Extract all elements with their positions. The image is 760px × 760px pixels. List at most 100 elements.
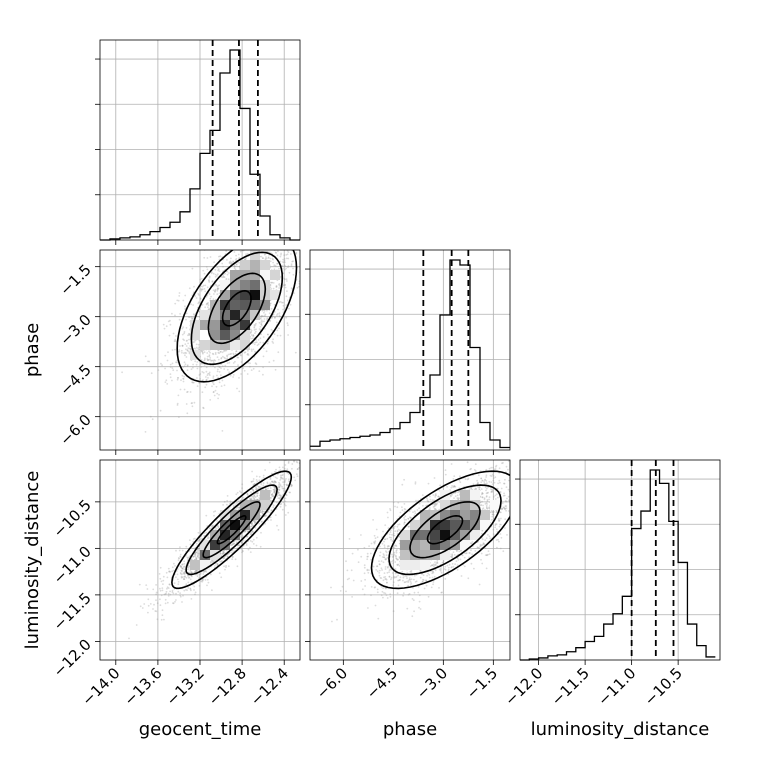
- scatter-point: [268, 312, 271, 315]
- scatter-point: [188, 333, 191, 335]
- scatter-point: [256, 491, 259, 494]
- scatter-point: [274, 243, 276, 245]
- scatter-point: [205, 366, 208, 369]
- scatter-point: [212, 377, 215, 379]
- scatter-point: [188, 576, 191, 579]
- scatter-point: [260, 244, 262, 246]
- scatter-point: [273, 470, 276, 473]
- scatter-point: [253, 247, 255, 249]
- scatter-point: [208, 527, 211, 530]
- scatter-point: [247, 548, 250, 551]
- scatter-point: [284, 514, 287, 516]
- scatter-point: [193, 571, 196, 573]
- scatter-point: [287, 265, 290, 267]
- scatter-point: [275, 285, 278, 288]
- scatter-point: [276, 314, 278, 316]
- scatter-point: [254, 526, 257, 529]
- scatter-point: [201, 579, 204, 582]
- scatter-point: [180, 576, 183, 579]
- scatter-point: [216, 562, 219, 565]
- scatter-point: [284, 504, 287, 507]
- scatter-point: [287, 334, 289, 336]
- scatter-point: [283, 487, 286, 490]
- scatter-point: [254, 324, 257, 326]
- scatter-point: [240, 361, 243, 363]
- scatter-point: [259, 545, 262, 548]
- scatter-point: [201, 285, 204, 288]
- scatter-point: [270, 509, 273, 512]
- scatter-point: [266, 309, 268, 312]
- scatter-point: [296, 468, 299, 471]
- scatter-point: [240, 535, 243, 537]
- scatter-point: [211, 560, 214, 562]
- scatter-point: [287, 473, 290, 475]
- scatter-point: [208, 276, 211, 279]
- scatter-point: [241, 549, 244, 552]
- scatter-point: [207, 304, 210, 306]
- scatter-point: [174, 565, 176, 567]
- scatter-point: [287, 251, 290, 254]
- scatter-point: [291, 463, 294, 465]
- scatter-point: [279, 494, 282, 497]
- scatter-point: [222, 551, 225, 554]
- scatter-point: [266, 482, 269, 485]
- scatter-point: [254, 225, 256, 227]
- scatter-point: [183, 361, 186, 364]
- scatter-point: [188, 347, 191, 350]
- scatter-point: [179, 565, 182, 567]
- scatter-point: [267, 256, 270, 259]
- scatter-point: [253, 326, 256, 329]
- scatter-point: [194, 593, 196, 596]
- scatter-point: [164, 602, 167, 605]
- scatter-point: [203, 364, 206, 366]
- scatter-point: [224, 349, 227, 352]
- scatter-point: [238, 257, 241, 259]
- scatter-point: [260, 225, 262, 227]
- scatter-point: [290, 287, 293, 290]
- scatter-point: [188, 334, 191, 336]
- scatter-point: [173, 562, 175, 565]
- density-cell: [220, 280, 230, 290]
- scatter-point: [159, 587, 161, 590]
- scatter-point: [292, 245, 294, 247]
- scatter-point: [225, 549, 228, 552]
- scatter-point: [195, 551, 198, 554]
- scatter-point: [191, 381, 194, 384]
- scatter-point: [222, 550, 224, 553]
- scatter-point: [159, 409, 162, 412]
- scatter-point: [172, 369, 175, 372]
- scatter-point: [246, 373, 249, 375]
- scatter-point: [198, 576, 201, 579]
- scatter-point: [264, 515, 266, 518]
- scatter-point: [190, 402, 193, 405]
- scatter-point: [227, 278, 230, 281]
- scatter-point: [283, 483, 286, 486]
- scatter-point: [240, 491, 243, 494]
- scatter-point: [203, 359, 206, 362]
- y-tick-label: −11.0: [50, 542, 95, 587]
- scatter-point: [288, 271, 291, 274]
- scatter-point: [285, 453, 287, 455]
- scatter-point: [250, 350, 253, 352]
- scatter-point: [269, 284, 272, 286]
- scatter-point: [292, 267, 294, 270]
- scatter-point: [251, 540, 254, 543]
- scatter-point: [279, 503, 282, 506]
- scatter-point: [265, 488, 267, 491]
- scatter-point: [171, 349, 174, 351]
- scatter-point: [201, 288, 204, 291]
- scatter-point: [182, 338, 185, 341]
- scatter-point: [213, 514, 215, 517]
- scatter-point: [218, 270, 221, 272]
- scatter-point: [277, 351, 280, 354]
- scatter-point: [174, 340, 177, 342]
- scatter-point: [211, 271, 213, 274]
- scatter-point: [190, 589, 192, 592]
- scatter-point: [203, 532, 206, 534]
- scatter-point: [278, 494, 280, 497]
- scatter-point: [282, 284, 285, 287]
- scatter-point: [216, 356, 219, 358]
- scatter-point: [160, 594, 163, 597]
- scatter-point: [181, 576, 184, 579]
- scatter-point: [284, 497, 287, 500]
